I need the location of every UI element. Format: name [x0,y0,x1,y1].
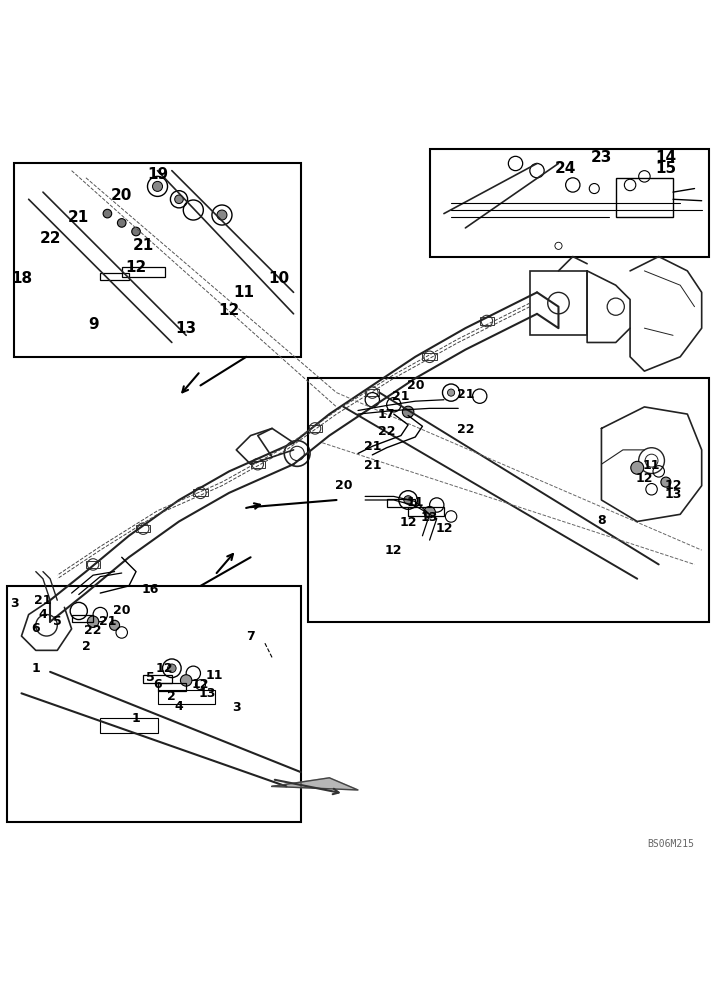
Text: 13: 13 [199,687,216,700]
Text: 6: 6 [153,678,162,691]
Circle shape [631,461,644,474]
Circle shape [661,477,671,487]
Text: 12: 12 [192,678,209,691]
Text: 13: 13 [421,511,438,524]
Text: 22: 22 [378,425,395,438]
Text: 4: 4 [175,700,183,713]
Text: 11: 11 [206,669,223,682]
Circle shape [402,406,414,418]
Text: 18: 18 [11,271,32,286]
Polygon shape [272,778,358,790]
Text: 17: 17 [378,408,395,421]
Text: 11: 11 [233,285,254,300]
Text: 21: 21 [457,388,474,401]
Text: 21: 21 [364,440,381,453]
Text: 12: 12 [435,522,453,535]
Text: 16: 16 [142,583,159,596]
Text: BS06M215: BS06M215 [647,839,695,849]
Text: 12: 12 [218,303,240,318]
Circle shape [180,675,192,686]
Text: 12: 12 [400,516,417,529]
Circle shape [153,181,163,191]
Text: 20: 20 [113,604,130,617]
Text: 3: 3 [10,597,19,610]
Text: 22: 22 [457,423,474,436]
Text: 12: 12 [125,260,147,275]
Circle shape [424,506,435,518]
Text: 13: 13 [664,488,682,501]
Text: 11: 11 [407,496,424,509]
Circle shape [168,664,176,673]
Text: 10: 10 [268,271,290,286]
Text: 8: 8 [597,514,606,527]
Circle shape [110,620,120,630]
Text: 23: 23 [591,150,612,165]
Text: 5: 5 [53,615,62,628]
Text: 22: 22 [39,231,61,246]
Text: 3: 3 [232,701,241,714]
Text: 21: 21 [392,390,410,403]
Text: 19: 19 [147,167,168,182]
Circle shape [448,389,455,396]
Circle shape [87,616,99,627]
Text: 12: 12 [156,662,173,675]
Circle shape [404,496,412,504]
Text: 12: 12 [636,472,653,485]
Text: 21: 21 [34,594,52,607]
Text: 20: 20 [407,379,424,392]
Text: 20: 20 [335,479,352,492]
Text: 24: 24 [555,161,576,176]
Circle shape [132,227,140,236]
Text: 6: 6 [32,622,40,635]
Text: 1: 1 [32,662,40,675]
Text: 1: 1 [132,712,140,725]
Text: 21: 21 [99,615,116,628]
Text: 5: 5 [146,671,155,684]
Text: 21: 21 [132,238,154,253]
Text: 12: 12 [385,544,402,557]
Text: 4: 4 [39,608,47,621]
Text: 15: 15 [655,161,677,176]
Text: 22: 22 [84,624,102,637]
Text: 13: 13 [175,321,197,336]
Circle shape [117,219,126,227]
Text: 11: 11 [643,459,660,472]
Text: 9: 9 [88,317,98,332]
Text: 21: 21 [364,459,381,472]
Circle shape [103,209,112,218]
Text: 2: 2 [82,640,90,653]
Text: 2: 2 [168,690,176,703]
Text: 12: 12 [664,479,682,492]
Text: 14: 14 [655,150,677,165]
Circle shape [175,195,183,204]
Text: 21: 21 [68,210,90,225]
Circle shape [217,210,227,220]
Text: 7: 7 [246,630,255,643]
Text: 20: 20 [111,188,132,203]
